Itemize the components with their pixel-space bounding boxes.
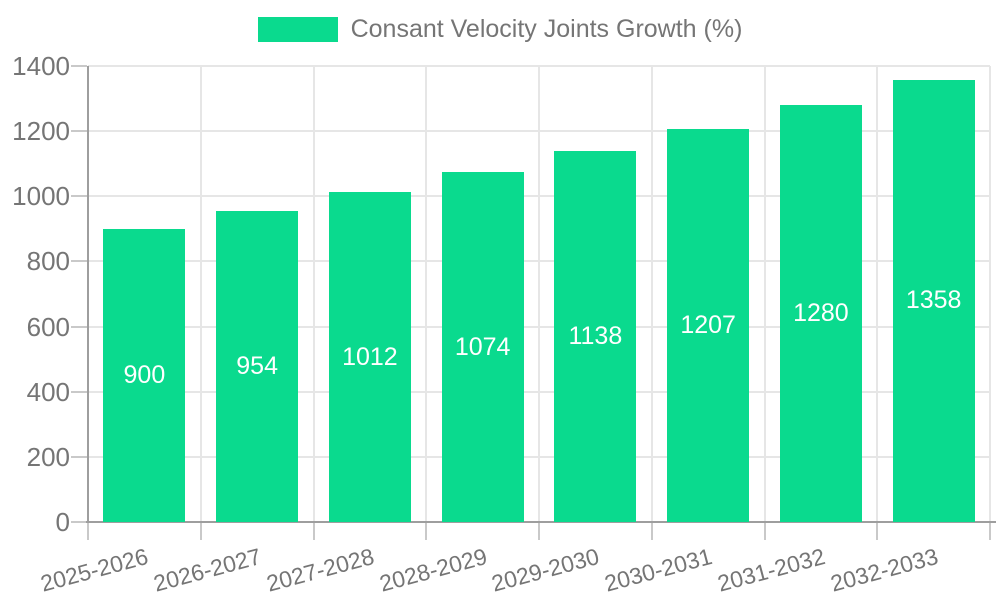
bar[interactable]: 1138 [554,151,637,522]
x-tick-mark [87,522,89,540]
x-gridline [876,66,879,522]
chart-legend[interactable]: Consant Velocity Joints Growth (%) [0,15,1000,44]
y-axis-tick-label: 1000 [12,181,70,212]
y-tick-mark [71,130,87,133]
y-tick-mark [71,325,87,328]
x-gridline [650,66,653,522]
y-tick-mark [71,521,87,523]
bar-value-label: 1280 [793,299,849,328]
x-tick-mark [538,522,540,540]
x-tick-mark [312,522,315,540]
y-tick-mark [71,390,87,393]
x-tick-mark [425,522,428,540]
bar[interactable]: 1358 [892,79,975,522]
x-gridline [538,66,540,522]
bar-value-label: 954 [236,352,278,381]
bar-value-label: 1358 [905,286,962,315]
bar-value-label: 1074 [454,332,511,361]
legend-label: Consant Velocity Joints Growth (%) [350,15,743,43]
x-gridline [425,66,428,522]
y-tick-mark [71,455,87,458]
x-axis-line [86,521,996,523]
bar-value-label: 1138 [568,322,623,351]
y-axis-tick-label: 0 [55,507,70,537]
x-tick-mark [763,522,766,540]
bar-value-label: 900 [123,360,166,389]
bar-value-label: 1207 [680,310,736,339]
y-axis-tick-label: 800 [26,246,70,277]
bar[interactable]: 900 [103,228,186,522]
x-tick-mark [650,522,653,540]
y-tick-mark [71,260,87,263]
x-gridline [763,66,766,522]
x-tick-mark [989,522,991,540]
bar-value-label: 1012 [342,342,398,371]
y-axis-tick-label: 200 [26,441,70,472]
legend-swatch [257,17,338,42]
y-axis-tick-label: 600 [26,311,70,342]
y-axis-tick-label: 1400 [12,51,70,81]
bar[interactable]: 1074 [441,172,524,522]
y-axis-tick-label: 400 [26,376,70,407]
y-axis-line [87,66,89,522]
bar[interactable]: 1280 [779,105,862,522]
bar[interactable]: 954 [216,211,299,522]
x-gridline [199,66,202,522]
x-gridline [989,66,991,522]
x-tick-mark [199,522,202,540]
bar[interactable]: 1207 [667,128,750,522]
y-tick-mark [71,65,87,67]
y-tick-mark [71,195,87,198]
bar[interactable]: 1012 [328,192,411,522]
plot-area: 0 200 400 600 800 1000 1200 1400 900 954 1012 1074 1… [12,51,996,597]
x-gridline [312,66,315,522]
y-axis-tick-label: 1200 [12,116,70,147]
x-tick-mark [876,522,879,540]
